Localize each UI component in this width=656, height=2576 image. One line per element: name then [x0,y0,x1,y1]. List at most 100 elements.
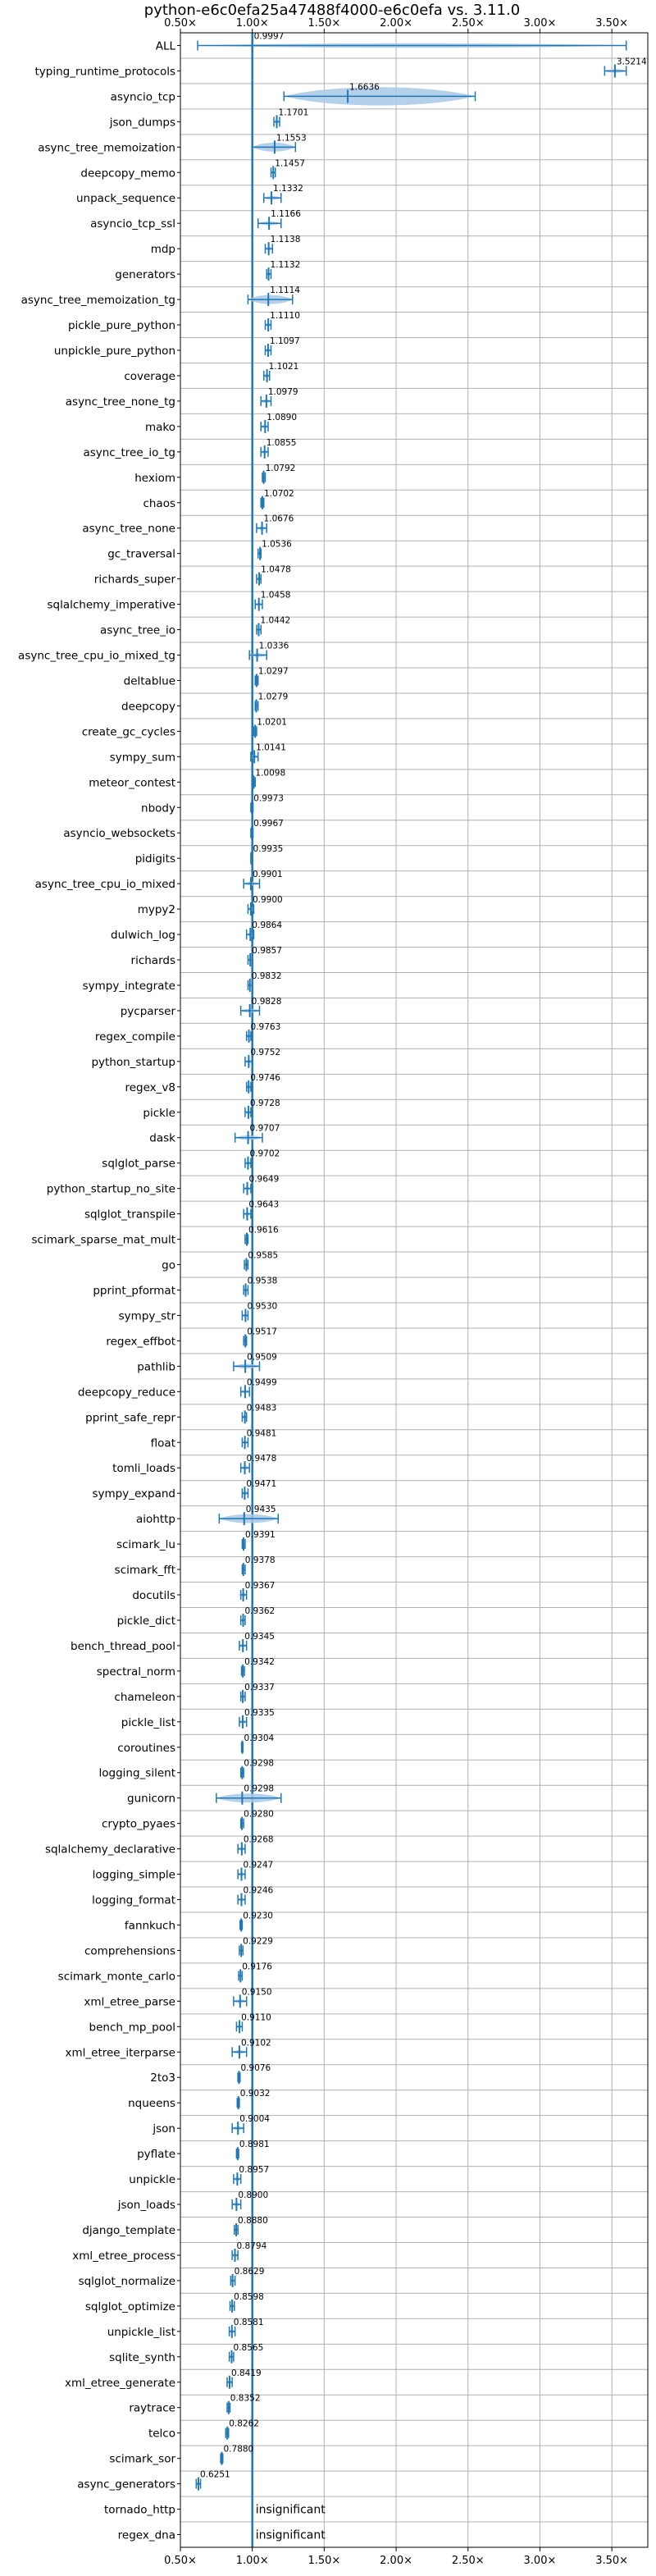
top-tick-label: 2.00× [380,17,412,30]
value-label: 0.9832 [252,971,282,981]
benchmark-label: sqlalchemy_imperative [48,599,176,612]
benchmark-label: regex_effbot [106,1335,175,1348]
top-tick-label: 3.00× [524,17,557,30]
benchmark-label: meteor_contest [89,776,175,789]
value-label: 0.9246 [243,1886,273,1896]
benchmark-label: pidigits [135,852,175,866]
benchmark-label: deepcopy_reduce [78,1386,175,1399]
benchmark-label: fannkuch [125,1919,175,1932]
benchmark-label: sqlglot_parse [102,1158,175,1171]
insignificant-label: insignificant [256,2529,326,2542]
top-tick-label: 3.50× [595,17,628,30]
value-label: 0.9900 [253,895,283,905]
benchmark-label: async_tree_cpu_io_mixed [35,878,175,891]
benchmark-label: create_gc_cycles [82,725,175,738]
benchmark-label: sqlite_synth [109,2351,175,2364]
bottom-tick-label: 0.50× [164,2555,197,2567]
value-label: 1.1332 [273,184,303,194]
value-label: 0.9110 [241,2012,271,2022]
benchmark-label: scimark_fft [115,1564,175,1577]
value-label: 0.9483 [247,1403,277,1413]
bottom-tick-label: 3.00× [524,2555,557,2567]
value-label: 0.8598 [234,2292,264,2302]
value-label: 0.8900 [238,2190,268,2200]
value-label: 0.9150 [242,1987,272,1997]
value-label: 0.9229 [243,1936,273,1946]
benchmark-label: deepcopy [121,700,175,713]
value-label: 0.9763 [251,1022,281,1032]
value-label: 0.9973 [253,793,284,803]
benchmark-label: typing_runtime_protocols [35,65,176,78]
value-label: 1.0141 [256,742,286,752]
benchmark-label: json_dumps [109,116,175,129]
benchmark-label: pprint_safe_repr [85,1411,175,1424]
benchmark-label: async_tree_io_tg [83,446,175,459]
benchmark-label: pickle_list [121,1716,175,1729]
benchmark-label: unpickle_pure_python [54,345,175,358]
benchmark-label: django_template [82,2224,175,2237]
benchmark-label: logging_simple [93,1869,175,1882]
benchmark-label: sqlalchemy_declarative [45,1843,175,1857]
benchmark-label: asyncio_tcp_ssl [90,217,175,231]
benchmark-label: unpickle_list [107,2326,175,2339]
benchmark-label: async_tree_memoization [38,141,175,154]
value-label: 1.0536 [262,540,292,550]
benchmark-label: logging_format [92,1894,175,1907]
benchmark-label: sqlglot_optimize [85,2300,175,2313]
benchmark-label: scimark_sor [109,2453,175,2466]
benchmark-label: pprint_pformat [93,1285,175,1298]
value-label: 3.5214 [617,57,647,66]
value-label: 1.1553 [276,133,307,143]
value-label: 0.9367 [245,1581,276,1591]
bottom-tick-label: 1.00× [236,2555,269,2567]
benchmark-label: async_tree_none_tg [66,395,175,409]
benchmark-label: pickle [143,1107,175,1120]
value-label: 0.9616 [248,1226,279,1235]
value-label: 1.1021 [269,362,299,372]
value-label: 0.9362 [245,1606,276,1616]
value-label: 0.8880 [238,2216,268,2226]
value-label: 1.1457 [275,158,305,168]
axis-layer: 0.50× 0.50× 1.00× 1.00× 1.50× 1.50× 2.00× 2.00×… [164,17,649,2567]
benchmark-label: gunicorn [127,1793,175,1806]
benchmark-label: xml_etree_parse [84,1995,175,2008]
top-tick-label: 0.50× [164,17,197,30]
value-label: 0.9004 [239,2114,270,2124]
chart-title: python-e6c0efa25a47488f4000-e6c0efa vs. … [144,2,520,19]
bottom-tick-label: 3.50× [595,2555,628,2567]
benchmark-label: logging_silent [99,1767,175,1780]
benchmark-label: spectral_norm [97,1665,175,1679]
benchmark-label: json [152,2122,175,2135]
benchmark-label: regex_compile [95,1030,175,1044]
value-label: 0.9517 [247,1327,277,1336]
bottom-tick-label: 1.50× [308,2555,340,2567]
benchmark-label: dask [149,1132,175,1145]
benchmark-label: xml_etree_iterparse [66,2046,176,2059]
benchmark-label: sympy_sum [110,751,175,764]
value-label: 1.0855 [266,438,297,448]
violin-layer [195,39,627,2491]
benchmark-label: mdp [151,243,175,256]
benchmark-label: coverage [124,370,175,383]
value-label: 1.0478 [261,565,291,575]
benchmark-label: 2to3 [150,2071,175,2085]
benchmark-label: dulwich_log [111,929,175,942]
benchmark-label: asyncio_tcp [111,90,175,103]
benchmark-label: pyflate [137,2148,175,2161]
value-label: 1.0890 [266,413,297,422]
benchmark-label: mypy2 [138,903,175,916]
value-label: 1.0676 [264,514,294,524]
value-label: 0.9435 [246,1505,276,1514]
value-label: 1.0297 [258,666,289,676]
top-tick-label: 2.50× [452,17,485,30]
value-label: 1.0098 [255,768,285,778]
value-label: 0.8565 [234,2343,264,2353]
benchmark-label: regex_dna [118,2529,175,2542]
value-label: 0.9499 [247,1377,277,1387]
benchmark-label: go [162,1259,175,1272]
value-label: 0.9342 [244,1657,275,1667]
benchmark-label: gc_traversal [107,548,175,561]
insignificant-label: insignificant [256,2504,326,2517]
grid-layer [180,32,648,2548]
